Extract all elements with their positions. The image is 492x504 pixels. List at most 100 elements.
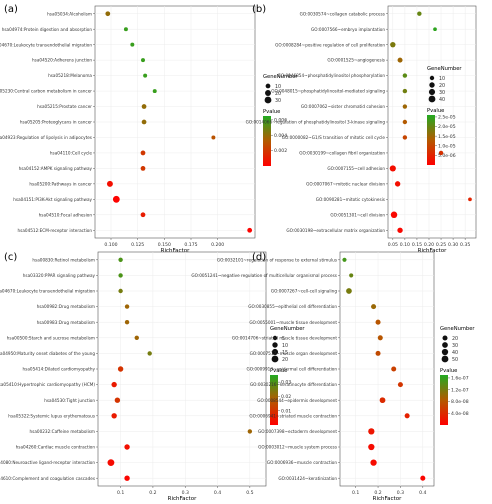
data-point [420, 475, 426, 481]
x-tick-label: 0.5 [246, 490, 253, 496]
data-point [124, 304, 130, 309]
size-legend-dot [429, 82, 435, 88]
data-point [397, 57, 403, 63]
category-label: hsa05322:Systemic lupus erythematosus [8, 413, 95, 418]
data-point [112, 195, 120, 203]
data-point [140, 212, 146, 218]
color-legend-title: Pvalue [270, 368, 287, 374]
color-legend-label: 0.002 [274, 148, 287, 154]
data-point [402, 104, 408, 109]
color-legend-title: Pvalue [440, 368, 457, 374]
category-label: GO:0007517~muscle organ development [250, 351, 338, 356]
category-label: hsa05200:Pathways in cancer [29, 181, 92, 186]
color-legend-label: 1.6e-07 [451, 376, 469, 382]
size-legend-label: 40 [452, 350, 458, 356]
size-legend-title: GeneNumber [427, 66, 462, 72]
data-point [107, 459, 115, 466]
category-label: hsa04974:Protein digestion and absorptio… [2, 27, 93, 32]
data-point [141, 104, 147, 109]
category-label: GO:0008284~positive regulation of cell p… [275, 42, 385, 47]
data-point [211, 135, 216, 140]
data-point [147, 351, 152, 356]
size-legend-label: 5 [282, 336, 285, 342]
data-point [106, 180, 113, 187]
data-point [417, 11, 422, 16]
category-label: hsa05410:Hypertrophic cardiomyopathy (HC… [0, 382, 95, 387]
x-tick-label: 0.15 [412, 242, 422, 248]
data-point [402, 73, 408, 78]
data-point [404, 413, 410, 419]
data-point [397, 382, 403, 388]
size-legend-label: 40 [439, 97, 445, 103]
category-label: hsa04950:Maturity onset diabetes of the … [0, 351, 95, 356]
category-label: hsa05034:Alcoholism [47, 11, 92, 16]
color-legend-bar [270, 375, 278, 425]
category-label: hsa00982:Drug metabolism [37, 304, 95, 309]
category-label: GO:0051241~negative regulation of multic… [191, 273, 337, 278]
category-label: hsa04530:Tight junction [44, 398, 95, 403]
size-legend-label: 30 [452, 343, 458, 349]
x-tick-label: 0.20 [424, 242, 434, 248]
category-label: GO:0006941~striated muscle contraction [249, 413, 337, 418]
data-point [346, 288, 352, 294]
category-label: GO:0055001~muscle tissue development [249, 320, 337, 325]
category-label: GO:0031424~keratinization [278, 476, 337, 481]
data-point [402, 135, 408, 140]
x-tick-label: 0.150 [158, 242, 171, 248]
x-tick-label: 0.1 [117, 490, 124, 496]
category-label: hsa05230:Central carbon metabolism in ca… [0, 89, 92, 94]
data-point [468, 197, 472, 202]
category-label: hsa00500:Starch and sucrose metabolism [7, 335, 95, 340]
category-label: hsa04923:Regulation of lipolysis in adip… [0, 135, 92, 140]
size-legend-dot [265, 83, 271, 89]
category-label: hsa05215:Prostate cancer [37, 104, 92, 109]
data-point [375, 350, 381, 356]
category-label: hsa03320:PPAR signaling pathway [23, 273, 96, 278]
category-label: GO:0007267~cell-cell signaling [271, 289, 337, 294]
color-legend-label: 0.006 [274, 117, 287, 123]
data-point [402, 119, 408, 125]
data-point [143, 73, 148, 78]
data-point [140, 150, 146, 156]
category-label: GO:0030216~keratinocyte differentiation [250, 382, 337, 387]
data-point [375, 319, 381, 325]
color-legend-label: 1.0e-05 [438, 143, 456, 149]
data-point [123, 27, 128, 32]
category-label: hsa04512:ECM-receptor interaction [18, 228, 93, 233]
x-tick-label: 0.4 [419, 490, 426, 496]
category-label: hsa04152:AMPK signaling pathway [19, 166, 93, 171]
data-point [111, 413, 117, 419]
data-point [371, 304, 377, 310]
x-tick-label: 0.35 [460, 242, 470, 248]
x-axis-title: RichFactor [418, 248, 447, 254]
size-legend-label: 10 [282, 343, 288, 349]
data-point [140, 166, 146, 171]
data-point [368, 428, 375, 435]
category-label: GO:0030198~extracellular matrix organiza… [286, 228, 385, 233]
color-legend-bar [427, 115, 435, 165]
x-tick-label: 0.1 [352, 490, 359, 496]
x-tick-label: 0.10 [400, 242, 410, 248]
size-legend-dot [265, 90, 271, 96]
category-label: GO:0007062~sister chromatid cohesion [301, 104, 385, 109]
category-label: GO:0007155~cell adhesion [327, 166, 385, 171]
data-point [379, 397, 386, 404]
category-label: hsa05218:Melanoma [48, 73, 92, 78]
category-label: hsa04510:Focal adhesion [39, 212, 93, 217]
category-label: GO:0006936~muscle contraction [267, 460, 337, 465]
color-legend-bar [263, 116, 271, 166]
category-label: hsa00232:Caffeine metabolism [30, 429, 95, 434]
color-legend-label: 2.0e-05 [438, 124, 456, 130]
category-label: GO:0001525~angiogenesis [327, 58, 385, 63]
category-label: GO:0030199~collagen fibril organization [299, 151, 385, 156]
category-label: hsa04080:Neuroactive ligand-receptor int… [0, 460, 95, 465]
x-tick-label: 0.05 [388, 242, 398, 248]
color-legend-label: 0.02 [281, 394, 291, 400]
data-point [152, 89, 157, 94]
size-legend-title: GeneNumber [440, 326, 475, 332]
color-legend-label: 0.01 [281, 408, 291, 414]
x-axis-title: RichFactor [161, 248, 190, 254]
category-label: hsa04110:Cell cycle [50, 151, 93, 156]
panel-label: (c) [4, 252, 17, 263]
